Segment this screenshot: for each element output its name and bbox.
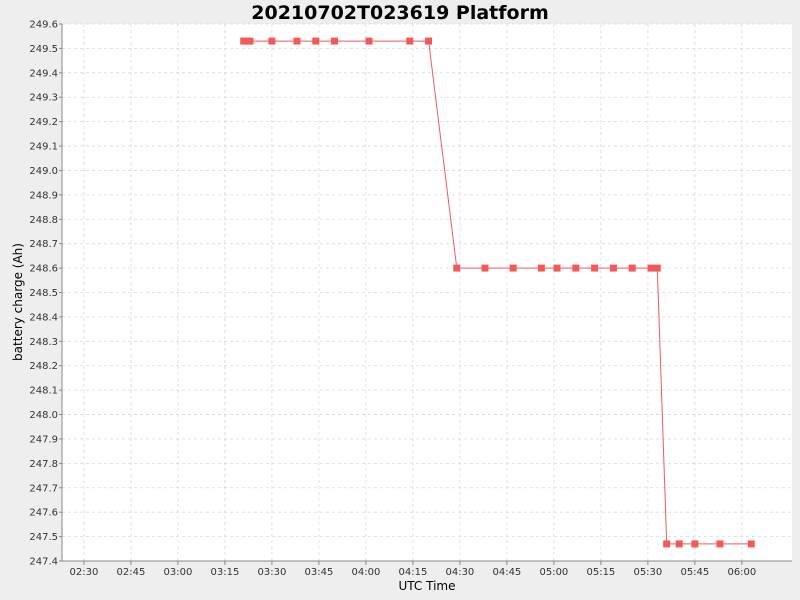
x-axis-label: UTC Time — [399, 579, 456, 593]
y-tick-label: 248.4 — [29, 312, 58, 323]
data-point — [453, 264, 461, 272]
y-tick-label: 247.7 — [29, 483, 58, 494]
y-axis-ticks: 249.6 249.5 249.4 249.3 249.2 249.1 249.0 248.9… — [29, 20, 62, 568]
data-point — [509, 264, 517, 272]
x-tick-label: 03:00 — [164, 567, 193, 578]
data-point — [406, 37, 414, 45]
x-tick-label: 05:15 — [586, 567, 615, 578]
data-point — [591, 264, 599, 272]
x-tick-label: 05:45 — [680, 567, 709, 578]
y-axis-label: battery charge (Ah) — [11, 243, 25, 361]
x-tick-label: 03:15 — [211, 567, 240, 578]
x-tick-label: 06:00 — [727, 567, 756, 578]
y-tick-label: 248.8 — [29, 215, 58, 226]
y-tick-label: 249.0 — [29, 166, 58, 177]
data-point — [553, 264, 561, 272]
y-tick-label: 248.6 — [29, 264, 58, 275]
y-tick-label: 247.8 — [29, 459, 58, 470]
data-point — [246, 37, 254, 45]
data-series — [240, 37, 755, 548]
data-point — [293, 37, 301, 45]
data-point — [331, 37, 339, 45]
y-tick-label: 247.6 — [29, 508, 58, 519]
y-tick-label: 249.1 — [29, 142, 58, 153]
x-tick-label: 03:30 — [258, 567, 287, 578]
data-point — [572, 264, 580, 272]
y-tick-label: 249.6 — [29, 20, 58, 31]
data-point — [312, 37, 320, 45]
x-tick-label: 02:30 — [70, 567, 99, 578]
data-point — [647, 264, 655, 272]
data-point — [425, 37, 433, 45]
data-point — [628, 264, 636, 272]
data-point — [663, 540, 671, 548]
x-axis-ticks: 02:30 02:45 03:00 03:15 03:30 03:45 04:00 04:15… — [70, 561, 756, 578]
x-tick-label: 04:15 — [398, 567, 427, 578]
data-point — [268, 37, 276, 45]
y-tick-label: 248.9 — [29, 190, 58, 201]
data-point — [716, 540, 724, 548]
y-tick-label: 248.7 — [29, 239, 58, 250]
y-tick-label: 249.4 — [29, 68, 58, 79]
y-tick-label: 247.4 — [29, 557, 58, 568]
chart-title: 20210702T023619 Platform — [251, 2, 549, 24]
x-tick-label: 05:00 — [539, 567, 568, 578]
x-tick-label: 04:00 — [351, 567, 380, 578]
y-tick-label: 247.9 — [29, 434, 58, 445]
data-point — [365, 37, 373, 45]
x-tick-label: 04:30 — [445, 567, 474, 578]
y-tick-label: 248.1 — [29, 386, 58, 397]
data-point — [481, 264, 489, 272]
data-point — [675, 540, 683, 548]
data-point — [653, 264, 661, 272]
y-tick-label: 247.5 — [29, 532, 58, 543]
y-tick-label: 248.2 — [29, 361, 58, 372]
data-point — [537, 264, 545, 272]
y-tick-label: 249.5 — [29, 44, 58, 55]
y-tick-label: 249.2 — [29, 117, 58, 128]
y-tick-label: 249.3 — [29, 93, 58, 104]
data-point — [609, 264, 617, 272]
y-tick-label: 248.0 — [29, 410, 58, 421]
y-tick-label: 248.3 — [29, 337, 58, 348]
gridlines — [62, 23, 792, 562]
x-tick-label: 04:45 — [492, 567, 521, 578]
x-tick-label: 05:30 — [633, 567, 662, 578]
x-tick-label: 03:45 — [304, 567, 333, 578]
y-tick-label: 248.5 — [29, 288, 58, 299]
data-point — [747, 540, 755, 548]
data-point — [691, 540, 699, 548]
x-tick-label: 02:45 — [117, 567, 146, 578]
